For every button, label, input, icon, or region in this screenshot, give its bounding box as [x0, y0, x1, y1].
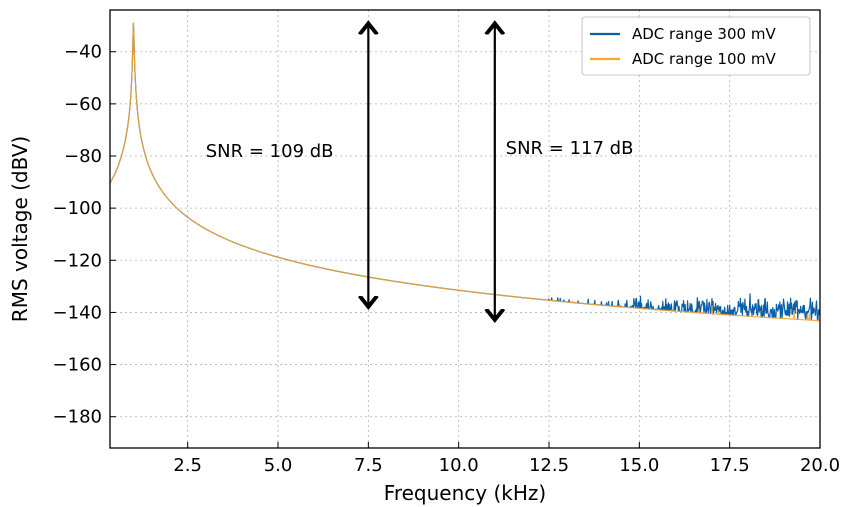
x-tick-label: 12.5 [529, 455, 569, 476]
x-tick-label: 7.5 [354, 455, 383, 476]
y-tick-label: −80 [64, 146, 102, 167]
legend-label-300mv: ADC range 300 mV [632, 25, 776, 43]
y-tick-label: −60 [64, 94, 102, 115]
series-line-100mv [110, 22, 820, 322]
y-tick-label: −40 [64, 42, 102, 63]
annotations [368, 23, 494, 319]
ticks: 2.5 5.0 7.5 10.0 12.5 15.0 17.5 20.0 −40 −60 −80 −1… [53, 42, 840, 476]
series-layer [110, 22, 820, 322]
snr-annotation-1: SNR = 109 dB [206, 141, 334, 162]
snr-annotation-2: SNR = 117 dB [506, 138, 634, 159]
x-tick-label: 5.0 [264, 455, 293, 476]
y-tick-label: −140 [53, 302, 102, 323]
x-tick-label: 2.5 [173, 455, 202, 476]
legend-box [581, 16, 811, 76]
y-tick-label: −100 [53, 198, 102, 219]
grid [110, 10, 821, 448]
plot-frame [109, 9, 821, 449]
legend-label-100mv: ADC range 100 mV [632, 50, 776, 68]
x-axis-label: Frequency (kHz) [384, 481, 546, 505]
x-tick-label: 15.0 [619, 455, 659, 476]
y-axis-label: RMS voltage (dBV) [8, 136, 32, 322]
legend: ADC range 300 mV ADC range 100 mV [581, 16, 811, 76]
y-tick-label: −180 [53, 407, 102, 428]
x-tick-label: 10.0 [439, 455, 479, 476]
y-tick-label: −160 [53, 355, 102, 376]
x-tick-label: 17.5 [710, 455, 750, 476]
y-tick-label: −120 [53, 250, 102, 271]
x-tick-label: 20.0 [800, 455, 840, 476]
